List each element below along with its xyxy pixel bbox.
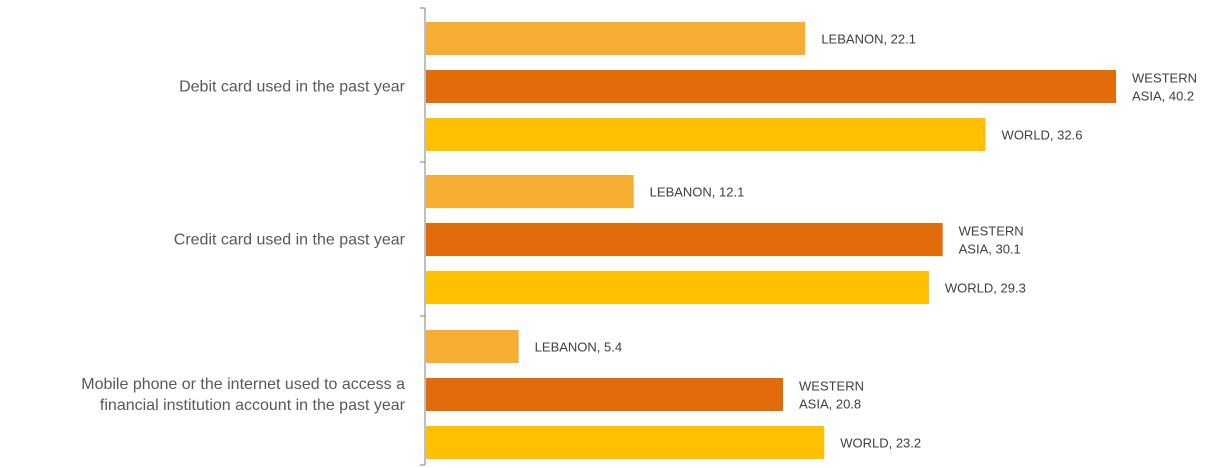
data-label: WORLD, 32.6: [1002, 128, 1083, 143]
bar-world: [426, 271, 929, 304]
bar-world: [426, 118, 986, 151]
data-label: WESTERN ASIA, 30.1: [959, 224, 1024, 257]
bar-western-asia: [426, 70, 1116, 103]
axis-layer: [420, 7, 426, 466]
data-label: WORLD, 23.2: [840, 436, 921, 451]
bar-lebanon: [426, 175, 634, 208]
data-label: LEBANON, 22.1: [821, 32, 916, 47]
labels-layer: Debit card used in the past year LEBANON,…: [81, 32, 1197, 451]
data-label: WORLD, 29.3: [945, 281, 1026, 296]
category-tick-label: Credit card used in the past year: [174, 232, 406, 249]
bar-lebanon: [426, 330, 519, 363]
data-label: LEBANON, 12.1: [650, 185, 745, 200]
bar-western-asia: [426, 378, 784, 411]
category-tick-label: Mobile phone or the internet used to acc…: [81, 376, 405, 414]
category-tick-label: Debit card used in the past year: [179, 79, 406, 96]
bar-lebanon: [426, 22, 806, 55]
bar-western-asia: [426, 223, 943, 256]
bars-layer: [426, 22, 1116, 459]
bar-world: [426, 426, 825, 459]
data-label: LEBANON, 5.4: [535, 340, 622, 355]
data-label: WESTERN ASIA, 40.2: [1132, 71, 1197, 104]
data-label: WESTERN ASIA, 20.8: [799, 379, 864, 412]
